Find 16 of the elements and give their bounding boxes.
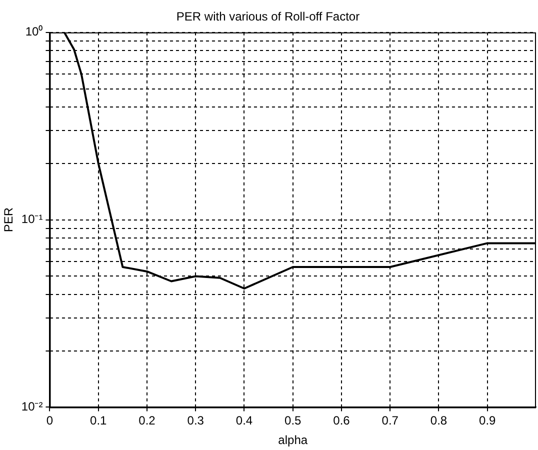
x-tick-label: 0.4 (236, 414, 253, 428)
y-axis-title: PER (2, 207, 16, 232)
y-tick-label: 10⁻¹ (21, 212, 43, 226)
y-tick-label: 10⁰ (25, 24, 43, 39)
y-tick-label: 10⁻² (21, 400, 43, 414)
x-tick-label: 0.6 (333, 414, 350, 428)
x-tick-label: 0.9 (479, 414, 496, 428)
x-tick-label: 0.3 (187, 414, 204, 428)
x-axis-title: alpha (278, 433, 308, 448)
x-tick-label: 0.1 (90, 414, 108, 428)
x-tick-label: 0.5 (284, 414, 302, 428)
chart-title: PER with various of Roll-off Factor (176, 10, 360, 24)
x-tick-label: 0 (46, 414, 54, 428)
x-tick-label: 0.7 (382, 414, 399, 428)
x-tick-label: 0.2 (138, 414, 156, 428)
x-tick-label: 0.8 (430, 414, 448, 428)
